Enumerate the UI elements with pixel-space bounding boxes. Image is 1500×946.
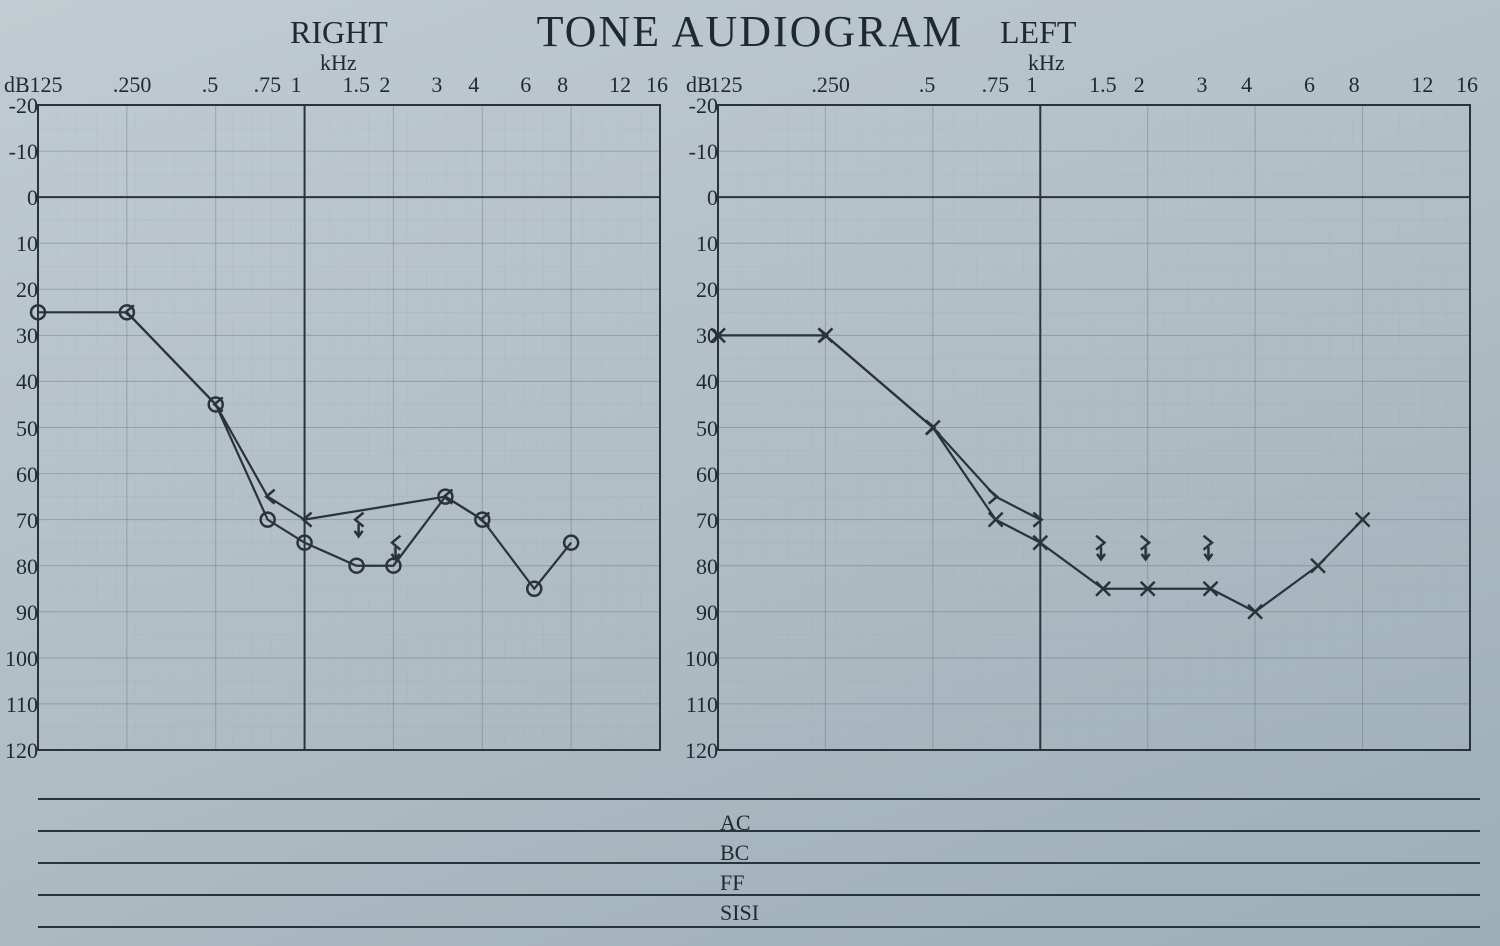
db-label: 90 bbox=[0, 600, 38, 626]
freq-label: .250 bbox=[113, 72, 152, 98]
db-label: 40 bbox=[0, 369, 38, 395]
db-label: 20 bbox=[678, 277, 718, 303]
db-label: 110 bbox=[0, 692, 38, 718]
freq-label: .75 bbox=[982, 72, 1010, 98]
freq-label: 12 bbox=[609, 72, 631, 98]
db-label: -20 bbox=[678, 93, 718, 119]
db-label: 30 bbox=[0, 323, 38, 349]
db-label: 60 bbox=[678, 462, 718, 488]
db-label: 70 bbox=[0, 508, 38, 534]
db-label: 120 bbox=[0, 738, 38, 764]
db-label: 80 bbox=[0, 554, 38, 580]
freq-label: .250 bbox=[811, 72, 850, 98]
db-label: 70 bbox=[678, 508, 718, 534]
freq-label: 16 bbox=[1456, 72, 1478, 98]
footer-label-bc: BC bbox=[720, 838, 780, 868]
db-label: 100 bbox=[0, 646, 38, 672]
db-label: 0 bbox=[678, 185, 718, 211]
footer-label-sisi: SISI bbox=[720, 898, 780, 928]
db-label: -10 bbox=[678, 139, 718, 165]
freq-label: .5 bbox=[919, 72, 936, 98]
freq-label: 1.5 bbox=[1089, 72, 1117, 98]
freq-label: 6 bbox=[520, 72, 531, 98]
db-label: 30 bbox=[678, 323, 718, 349]
freq-label: .75 bbox=[254, 72, 282, 98]
freq-label: 16 bbox=[646, 72, 668, 98]
footer-labels: AC BC FF SISI bbox=[720, 808, 780, 928]
db-label: 20 bbox=[0, 277, 38, 303]
db-label: 110 bbox=[678, 692, 718, 718]
freq-label: 8 bbox=[557, 72, 568, 98]
freq-label: 6 bbox=[1304, 72, 1315, 98]
freq-label: 1.5 bbox=[343, 72, 371, 98]
db-label: 40 bbox=[678, 369, 718, 395]
db-label: -10 bbox=[0, 139, 38, 165]
footer-label-ac: AC bbox=[720, 808, 780, 838]
db-label: 90 bbox=[678, 600, 718, 626]
freq-label: 12 bbox=[1411, 72, 1433, 98]
db-label: 80 bbox=[678, 554, 718, 580]
freq-label: 4 bbox=[468, 72, 479, 98]
footer-label-ff: FF bbox=[720, 868, 780, 898]
db-label: 0 bbox=[0, 185, 38, 211]
db-label: 50 bbox=[678, 416, 718, 442]
freq-label: 4 bbox=[1241, 72, 1252, 98]
db-label: 10 bbox=[0, 231, 38, 257]
db-label: 100 bbox=[678, 646, 718, 672]
db-label: -20 bbox=[0, 93, 38, 119]
freq-label: 1 bbox=[1026, 72, 1037, 98]
db-label: 60 bbox=[0, 462, 38, 488]
freq-label: 8 bbox=[1349, 72, 1360, 98]
freq-label: 1 bbox=[291, 72, 302, 98]
freq-label: 2 bbox=[1134, 72, 1145, 98]
freq-label: 2 bbox=[379, 72, 390, 98]
db-label: 10 bbox=[678, 231, 718, 257]
freq-label: .5 bbox=[202, 72, 219, 98]
freq-label: 3 bbox=[431, 72, 442, 98]
db-label: 120 bbox=[678, 738, 718, 764]
db-label: 50 bbox=[0, 416, 38, 442]
audiogram-page: TONE AUDIOGRAM RIGHT kHz dB LEFT kHz dB … bbox=[0, 0, 1500, 946]
freq-label: 3 bbox=[1197, 72, 1208, 98]
